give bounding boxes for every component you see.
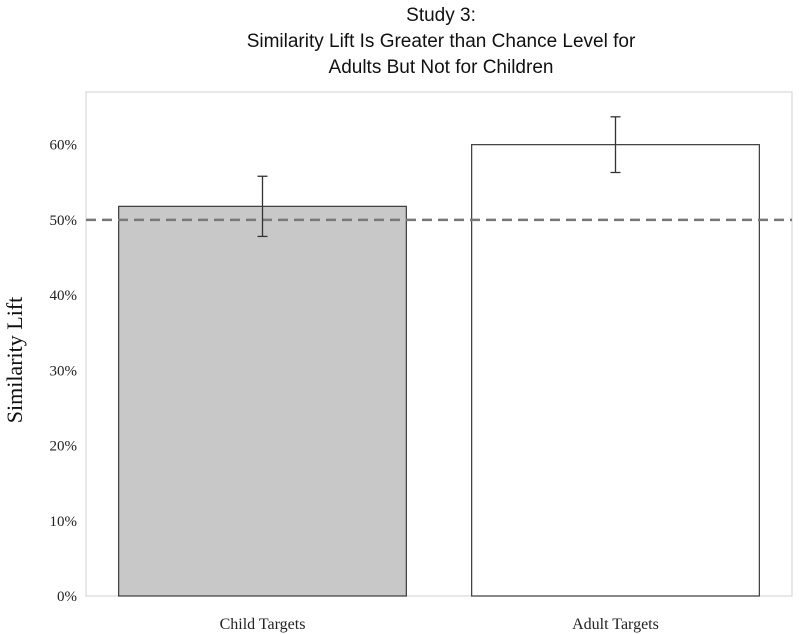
- x-category-label: Adult Targets: [572, 616, 659, 633]
- y-tick-label: 10%: [50, 514, 78, 530]
- chart-title: Study 3: Similarity Lift Is Greater than…: [247, 5, 636, 78]
- plot-frame: [85, 91, 793, 597]
- x-category-label: Child Targets: [220, 616, 306, 633]
- bars-group: [118, 144, 760, 597]
- bar-child-targets: [118, 205, 407, 597]
- chart-title-line-2: Similarity Lift Is Greater than Chance L…: [247, 31, 636, 52]
- x-axis: Child Targets Adult Targets: [220, 616, 659, 633]
- error-bars-group: [257, 116, 621, 238]
- chart-title-line-3: Adults But Not for Children: [329, 57, 554, 78]
- chart-title-line-1: Study 3:: [406, 5, 476, 26]
- y-tick-label: 50%: [50, 213, 78, 229]
- y-axis-title: Similarity Lift: [2, 297, 27, 424]
- y-tick-label: 20%: [50, 439, 78, 455]
- y-tick-label: 40%: [50, 288, 78, 304]
- y-tick-label: 60%: [50, 138, 78, 154]
- y-tick-label: 0%: [57, 589, 77, 605]
- y-tick-label: 30%: [50, 363, 78, 379]
- y-axis: 0% 10% 20% 30% 40% 50% 60%: [50, 138, 78, 605]
- bar-adult-targets: [471, 144, 760, 597]
